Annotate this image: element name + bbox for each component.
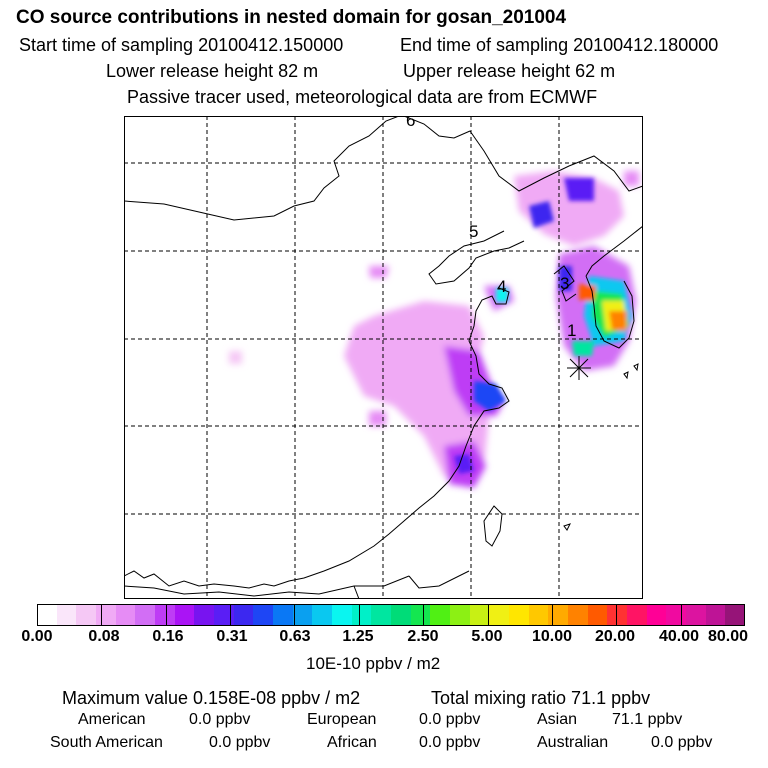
contribution-map: 6 5 4 3 1 <box>124 116 643 599</box>
european-value: 0.0 ppbv <box>419 711 481 728</box>
start-time: Start time of sampling 20100412.150000 <box>19 35 344 55</box>
colorbar-cell <box>627 604 647 626</box>
source-labels: 6 5 4 3 1 <box>406 116 576 340</box>
colorbar-tick: 20.00 <box>594 628 636 645</box>
colorbar-cell <box>96 604 116 626</box>
colorbar-cell <box>214 604 234 626</box>
south-american-label: South American <box>50 734 163 751</box>
colorbar-tick: 10.00 <box>531 628 573 645</box>
colorbar-cell <box>175 604 194 626</box>
colorbar-cell <box>489 604 509 626</box>
colorbar-cell <box>253 604 273 626</box>
colorbar-tick: 40.00 <box>658 628 700 645</box>
colorbar-cell <box>352 604 371 626</box>
colorbar-cell <box>293 604 312 626</box>
max-value: Maximum value 0.158E-08 ppbv / m2 <box>62 688 361 708</box>
end-time: End time of sampling 20100412.180000 <box>400 35 719 55</box>
african-label: African <box>327 734 377 751</box>
colorbar-cell <box>273 604 293 626</box>
colorbar-cell <box>430 604 450 626</box>
european-label: European <box>307 711 377 728</box>
colorbar-cell <box>529 604 548 626</box>
colorbar-cell <box>391 604 411 626</box>
colorbar-tick: 2.50 <box>407 628 439 645</box>
colorbar-cell <box>194 604 214 626</box>
lower-release-height: Lower release height 82 m <box>106 61 319 81</box>
african-value: 0.0 ppbv <box>419 734 481 751</box>
american-label: American <box>78 711 146 728</box>
colorbar-cell <box>312 604 332 626</box>
colorbar-cell <box>725 604 745 626</box>
colorbar-cell <box>588 604 607 626</box>
australian-label: Australian <box>537 734 609 751</box>
colorbar-cell <box>57 604 76 626</box>
colorbar-tick: 0.31 <box>216 628 248 645</box>
map-label: 5 <box>469 222 478 241</box>
colorbar-cell <box>37 604 57 626</box>
coastlines <box>124 116 643 599</box>
colorbar-tick: 1.25 <box>342 628 374 645</box>
colorbar-cell <box>666 604 686 626</box>
colorbar-tick: 80.00 <box>707 628 749 645</box>
colorbar-cell <box>411 604 430 626</box>
receptor-marker <box>567 356 591 380</box>
colorbar-cell <box>234 604 253 626</box>
colorbar-tick: 0.00 <box>21 628 53 645</box>
map-label: 4 <box>497 277 506 296</box>
colorbar-cell <box>548 604 568 626</box>
colorbar-unit: 10E-10 ppbv / m2 <box>306 654 441 673</box>
colorbar-cell <box>706 604 725 626</box>
colorbar-cell <box>332 604 352 626</box>
total-mixing-ratio: Total mixing ratio 71.1 ppbv <box>431 688 651 708</box>
colorbar-tick: 0.08 <box>88 628 120 645</box>
colorbar <box>37 604 745 626</box>
colorbar-cell <box>135 604 155 626</box>
american-value: 0.0 ppbv <box>189 711 251 728</box>
map-label: 6 <box>406 116 415 130</box>
colorbar-cell <box>470 604 489 626</box>
colorbar-cell <box>450 604 470 626</box>
south-american-value: 0.0 ppbv <box>209 734 271 751</box>
asian-value: 71.1 ppbv <box>612 711 683 728</box>
colorbar-cell <box>76 604 96 626</box>
map-label: 3 <box>560 274 569 293</box>
tracer-note: Passive tracer used, meteorological data… <box>127 87 598 107</box>
colorbar-cell <box>116 604 135 626</box>
lat-lon-grid <box>124 116 643 599</box>
colorbar-cell <box>371 604 391 626</box>
upper-release-height: Upper release height 62 m <box>403 61 616 81</box>
colorbar-cell <box>568 604 588 626</box>
concentration-field <box>229 171 639 488</box>
colorbar-tick: 0.16 <box>152 628 184 645</box>
asian-label: Asian <box>537 711 578 728</box>
colorbar-tick: 5.00 <box>471 628 503 645</box>
australian-value: 0.0 ppbv <box>651 734 713 751</box>
colorbar-cell <box>155 604 175 626</box>
colorbar-cell <box>647 604 666 626</box>
colorbar-cell <box>686 604 706 626</box>
map-label: 1 <box>567 321 576 340</box>
page-title: CO source contributions in nested domain… <box>16 7 567 28</box>
colorbar-cell <box>509 604 529 626</box>
colorbar-tick: 0.63 <box>279 628 311 645</box>
